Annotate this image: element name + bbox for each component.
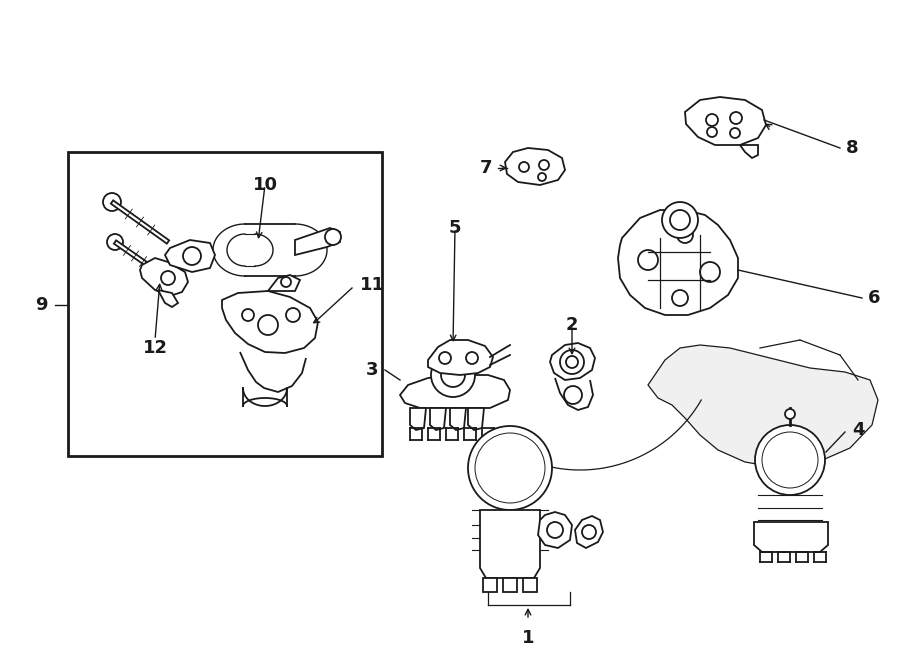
Circle shape bbox=[441, 363, 465, 387]
Circle shape bbox=[582, 525, 596, 539]
Polygon shape bbox=[111, 200, 169, 244]
Polygon shape bbox=[483, 578, 497, 592]
Polygon shape bbox=[295, 228, 340, 255]
Polygon shape bbox=[754, 522, 828, 552]
Circle shape bbox=[670, 210, 690, 230]
Polygon shape bbox=[740, 145, 758, 158]
Polygon shape bbox=[550, 343, 595, 380]
Circle shape bbox=[281, 277, 291, 287]
Text: 12: 12 bbox=[142, 339, 167, 357]
Text: 6: 6 bbox=[868, 289, 880, 307]
Circle shape bbox=[662, 202, 698, 238]
Polygon shape bbox=[140, 258, 188, 296]
Circle shape bbox=[161, 271, 175, 285]
Circle shape bbox=[475, 433, 545, 503]
Polygon shape bbox=[468, 408, 484, 430]
Bar bbox=[68, 152, 382, 456]
Circle shape bbox=[547, 522, 563, 538]
Polygon shape bbox=[450, 408, 466, 430]
Text: 10: 10 bbox=[253, 176, 277, 194]
Polygon shape bbox=[618, 210, 738, 315]
Circle shape bbox=[538, 173, 546, 181]
Circle shape bbox=[183, 247, 201, 265]
Circle shape bbox=[439, 352, 451, 364]
Text: 11: 11 bbox=[360, 276, 385, 294]
Polygon shape bbox=[685, 97, 766, 145]
Circle shape bbox=[730, 112, 742, 124]
Polygon shape bbox=[410, 408, 426, 430]
Circle shape bbox=[539, 160, 549, 170]
Polygon shape bbox=[575, 516, 603, 548]
Polygon shape bbox=[158, 290, 178, 307]
Circle shape bbox=[242, 309, 254, 321]
Polygon shape bbox=[505, 148, 565, 185]
Circle shape bbox=[785, 409, 795, 419]
Text: 1: 1 bbox=[522, 629, 535, 647]
Circle shape bbox=[466, 352, 478, 364]
Polygon shape bbox=[523, 578, 537, 592]
Polygon shape bbox=[222, 291, 318, 353]
Text: 5: 5 bbox=[449, 219, 461, 237]
Polygon shape bbox=[503, 578, 517, 592]
Circle shape bbox=[484, 442, 536, 494]
Text: 9: 9 bbox=[35, 296, 48, 314]
Circle shape bbox=[707, 127, 717, 137]
Text: 4: 4 bbox=[852, 421, 865, 439]
Circle shape bbox=[560, 350, 584, 374]
Polygon shape bbox=[480, 510, 540, 578]
Polygon shape bbox=[428, 340, 493, 375]
Circle shape bbox=[706, 114, 718, 126]
Circle shape bbox=[762, 432, 818, 488]
Circle shape bbox=[755, 425, 825, 495]
Circle shape bbox=[730, 128, 740, 138]
Circle shape bbox=[768, 438, 812, 482]
Polygon shape bbox=[430, 408, 446, 430]
Text: 3: 3 bbox=[365, 361, 378, 379]
Circle shape bbox=[286, 308, 300, 322]
Text: 2: 2 bbox=[566, 316, 578, 334]
Circle shape bbox=[519, 162, 529, 172]
Circle shape bbox=[431, 353, 475, 397]
Circle shape bbox=[566, 356, 578, 368]
Polygon shape bbox=[114, 241, 156, 272]
Circle shape bbox=[677, 227, 693, 243]
Circle shape bbox=[258, 315, 278, 335]
Polygon shape bbox=[400, 375, 510, 408]
Circle shape bbox=[103, 193, 121, 211]
Polygon shape bbox=[268, 275, 300, 291]
Circle shape bbox=[448, 343, 458, 353]
Text: 8: 8 bbox=[846, 139, 859, 157]
Polygon shape bbox=[538, 512, 572, 548]
Circle shape bbox=[638, 250, 658, 270]
Circle shape bbox=[107, 234, 123, 250]
Circle shape bbox=[564, 386, 582, 404]
Circle shape bbox=[700, 262, 720, 282]
Circle shape bbox=[325, 229, 341, 245]
Circle shape bbox=[468, 426, 552, 510]
Polygon shape bbox=[648, 345, 878, 468]
Circle shape bbox=[672, 290, 688, 306]
Polygon shape bbox=[165, 240, 215, 272]
Text: 7: 7 bbox=[480, 159, 492, 177]
